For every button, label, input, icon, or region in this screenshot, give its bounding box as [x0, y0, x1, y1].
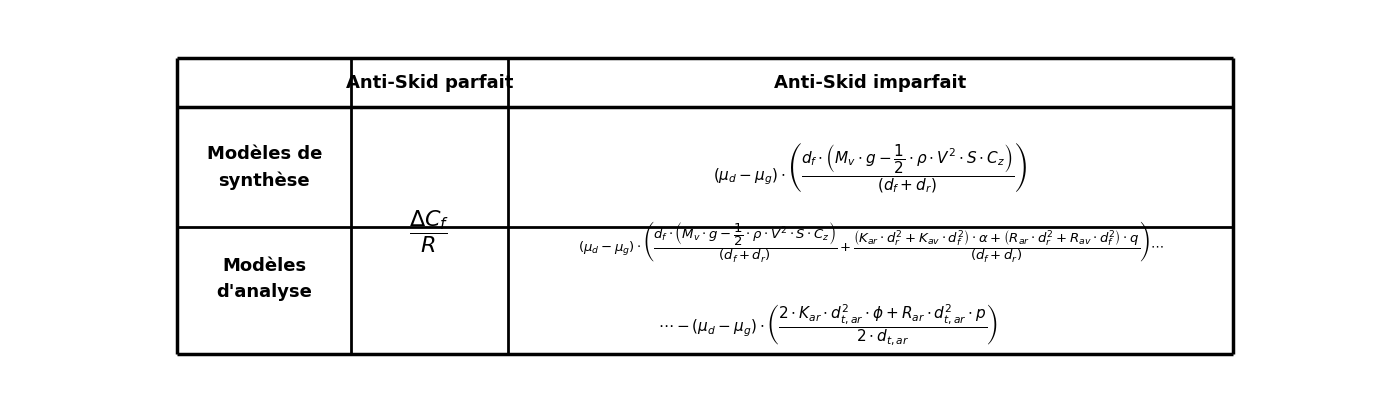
Text: Anti-Skid imparfait: Anti-Skid imparfait — [775, 74, 966, 92]
Text: $\cdots - \left(\mu_d - \mu_g\right) \cdot \left( \dfrac{2 \cdot K_{ar} \cdot d_: $\cdots - \left(\mu_d - \mu_g\right) \cd… — [658, 301, 998, 346]
Text: Modèles de
synthèse: Modèles de synthèse — [206, 145, 322, 190]
Text: $\dfrac{\Delta C_f}{R}$: $\dfrac{\Delta C_f}{R}$ — [410, 208, 450, 254]
Text: $\left(\mu_d - \mu_g\right) \cdot \left( \dfrac{d_f \cdot \left(M_v \cdot g - \d: $\left(\mu_d - \mu_g\right) \cdot \left(… — [713, 140, 1028, 194]
Text: $\left(\mu_d - \mu_g\right) \cdot \left( \dfrac{d_f \cdot \left(M_v \cdot g - \d: $\left(\mu_d - \mu_g\right) \cdot \left(… — [578, 220, 1163, 265]
Text: Modèles
d'analyse: Modèles d'analyse — [216, 256, 312, 300]
Text: Anti-Skid parfait: Anti-Skid parfait — [345, 74, 513, 92]
